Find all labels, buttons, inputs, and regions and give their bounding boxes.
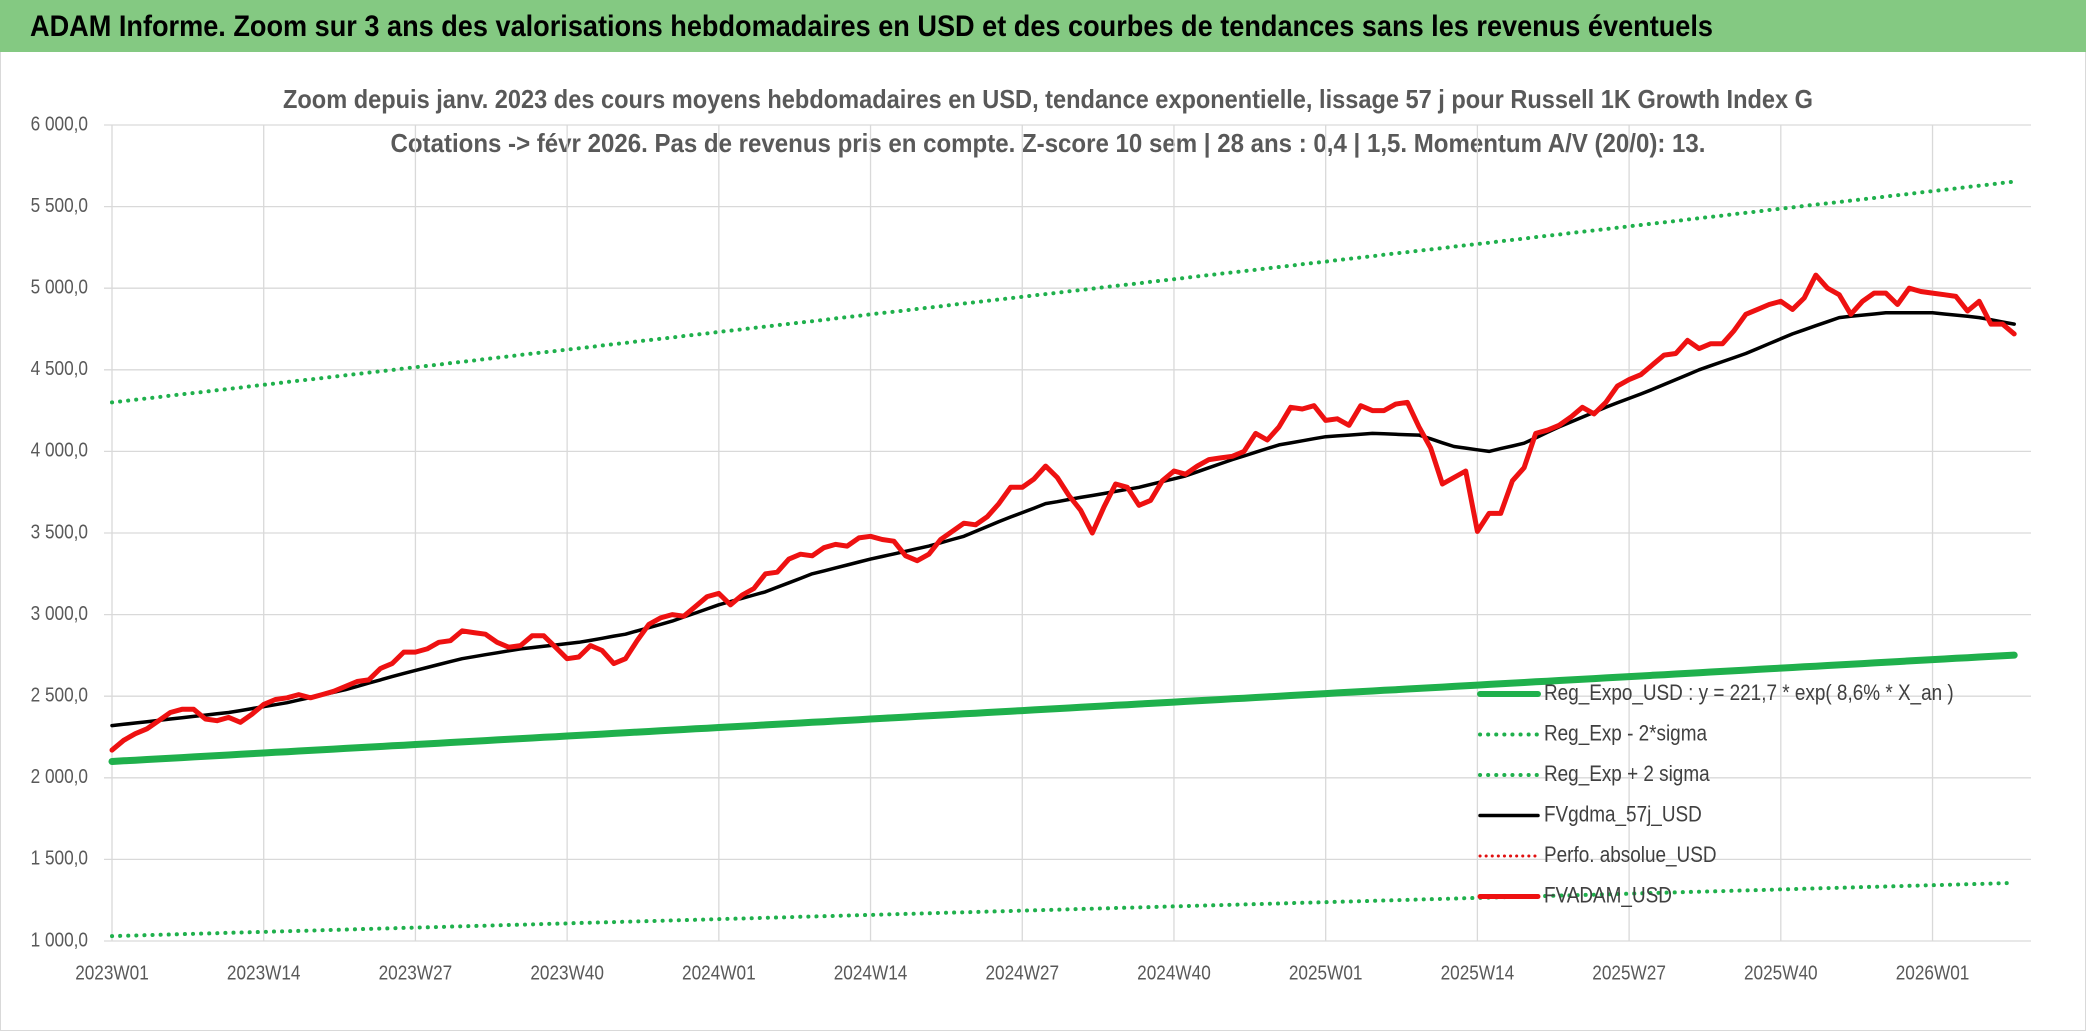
plot-lines [108, 179, 2018, 939]
header-title: ADAM Informe. Zoom sur 3 ans des valoris… [30, 10, 1713, 43]
x-tick-label: 2025W40 [1744, 962, 1818, 984]
y-tick-label: 4 500,0 [31, 358, 88, 380]
legend: Reg_Expo_USD : y = 221,7 * exp( 8,6% * X… [1477, 680, 1954, 907]
series-line [109, 272, 2017, 753]
x-tick-label: 2024W01 [682, 962, 756, 984]
x-tick-label: 2023W14 [227, 962, 301, 984]
x-tick-label: 2023W40 [530, 962, 604, 984]
y-tick-label: 1 000,0 [31, 929, 88, 951]
series-line [110, 880, 2017, 939]
x-tick-label: 2025W27 [1592, 962, 1666, 984]
series-line [110, 310, 2016, 728]
y-tick-label: 6 000,0 [31, 113, 88, 135]
y-tick-label: 5 000,0 [31, 276, 88, 298]
chart-title: Zoom depuis janv. 2023 des cours moyens … [283, 84, 1813, 114]
series-line [110, 179, 2017, 405]
header-bar [0, 0, 2086, 52]
legend-label: FVgdma_57j_USD [1544, 801, 1702, 826]
legend-label: FVADAM_USD [1544, 882, 1672, 907]
legend-label: Perfo. absolue_USD [1544, 842, 1717, 867]
legend-label: Reg_Exp + 2 sigma [1544, 761, 1710, 786]
x-tick-label: 2025W01 [1289, 962, 1363, 984]
y-tick-label: 4 000,0 [31, 440, 88, 462]
grid: 1 000,0 1 500,0 2 000,0 2 500,0 3 000,0 3 500… [31, 113, 2031, 984]
y-tick-label: 1 500,0 [31, 848, 88, 870]
y-tick-label: 2 000,0 [31, 766, 88, 788]
x-tick-label: 2026W01 [1896, 962, 1970, 984]
x-tick-label: 2023W01 [75, 962, 149, 984]
y-tick-label: 2 500,0 [31, 684, 88, 706]
series-line [108, 651, 2018, 765]
x-tick-label: 2025W14 [1441, 962, 1515, 984]
x-tick-label: 2024W14 [834, 962, 908, 984]
chart-subtitle: Cotations -> févr 2026. Pas de revenus p… [391, 128, 1706, 158]
y-tick-label: 5 500,0 [31, 195, 88, 217]
legend-label: Reg_Expo_USD : y = 221,7 * exp( 8,6% * X… [1544, 680, 1954, 705]
x-tick-label: 2024W27 [985, 962, 1059, 984]
y-tick-label: 3 000,0 [31, 603, 88, 625]
x-tick-label: 2024W40 [1137, 962, 1211, 984]
x-tick-label: 2023W27 [379, 962, 453, 984]
y-tick-label: 3 500,0 [31, 521, 88, 543]
legend-label: Reg_Exp - 2*sigma [1544, 720, 1708, 745]
